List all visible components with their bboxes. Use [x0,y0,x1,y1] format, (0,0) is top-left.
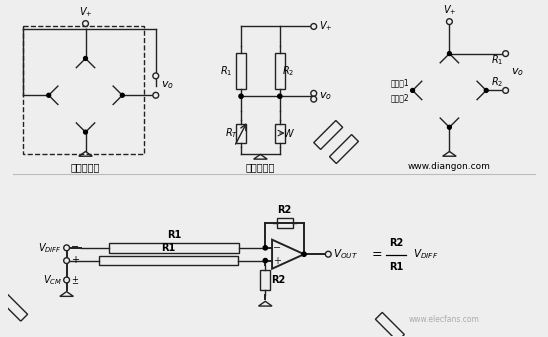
Circle shape [65,258,68,263]
Text: $R_1$: $R_1$ [491,54,504,67]
Bar [275,124,284,143]
Text: +: + [71,275,78,283]
Circle shape [484,89,488,92]
Circle shape [326,251,331,257]
Bar [329,134,358,163]
Bar [0,292,27,321]
Circle shape [447,19,452,25]
Text: +: + [273,255,281,266]
Text: 应变片2: 应变片2 [391,94,410,103]
Circle shape [84,130,88,134]
Text: $V_{+}$: $V_{+}$ [318,20,332,33]
Bar [260,270,270,290]
Text: $R_T$: $R_T$ [225,126,238,140]
Circle shape [84,57,88,60]
Text: R2: R2 [277,206,292,215]
Circle shape [153,92,159,98]
Text: www.diangon.com: www.diangon.com [408,162,491,171]
Text: 温度传感器: 温度传感器 [246,162,275,172]
Text: www.elecfans.com: www.elecfans.com [409,315,480,324]
Text: $V_{DIFF}$: $V_{DIFF}$ [38,241,62,255]
Circle shape [448,52,452,56]
Circle shape [503,88,509,93]
Circle shape [311,96,317,102]
Circle shape [47,93,50,97]
Text: R1: R1 [161,243,175,253]
Text: R2: R2 [389,238,403,248]
Bar [236,124,246,143]
Text: $v_o$: $v_o$ [161,80,174,91]
Text: $v_o$: $v_o$ [511,66,524,78]
Text: $v_o$: $v_o$ [318,90,332,102]
Circle shape [64,277,70,283]
Circle shape [64,245,70,251]
Bar [277,218,293,228]
Bar [314,121,342,149]
Text: =: = [372,248,382,261]
Circle shape [278,94,282,98]
Bar [109,243,239,253]
Text: $R_2$: $R_2$ [282,64,294,78]
Circle shape [263,246,267,250]
Circle shape [153,73,159,79]
Text: −: − [71,242,79,252]
Text: $R_2$: $R_2$ [491,75,504,89]
Text: R1: R1 [389,262,403,272]
Text: 应变片1: 应变片1 [391,78,410,87]
Circle shape [83,21,88,27]
Circle shape [121,93,124,97]
Circle shape [448,125,452,129]
Circle shape [64,258,70,264]
Bar [275,53,284,89]
Bar [375,312,404,337]
Circle shape [503,51,509,57]
Text: $R_1$: $R_1$ [220,64,232,78]
Circle shape [302,252,306,256]
Text: $V_{+}$: $V_{+}$ [79,5,92,19]
Text: $V_{CM}$: $V_{CM}$ [43,273,62,287]
Text: R2: R2 [271,275,286,285]
Circle shape [311,90,317,96]
Circle shape [311,24,317,29]
Bar [23,27,144,154]
Circle shape [263,258,267,263]
Bar [236,53,246,89]
Text: +: + [71,255,79,265]
Bar [99,256,238,266]
Text: $V_{+}$: $V_{+}$ [443,3,456,17]
Text: R1: R1 [167,230,181,240]
Text: $W$: $W$ [283,127,295,139]
Text: 压力传感器: 压力传感器 [71,162,100,172]
Text: −: − [71,279,78,288]
Text: $V_{OUT}$: $V_{OUT}$ [333,247,358,261]
Text: −: − [273,243,281,253]
Circle shape [410,89,414,92]
Text: $V_{DIFF}$: $V_{DIFF}$ [413,247,438,261]
Circle shape [239,94,243,98]
